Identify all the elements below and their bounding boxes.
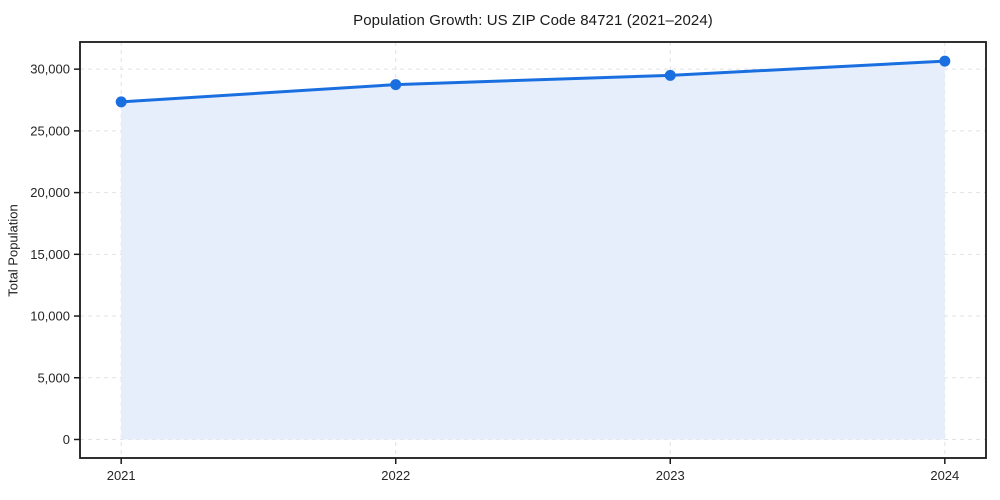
y-tick-label: 15,000 bbox=[30, 247, 70, 262]
x-tick-label: 2022 bbox=[381, 468, 410, 483]
series-line bbox=[119, 59, 947, 104]
y-tick-label: 5,000 bbox=[37, 370, 70, 385]
area-fill bbox=[121, 61, 945, 440]
chart-title: Population Growth: US ZIP Code 84721 (20… bbox=[353, 12, 713, 29]
data-point-marker bbox=[390, 79, 402, 91]
y-tick-label: 0 bbox=[63, 432, 70, 447]
plot-border bbox=[79, 41, 987, 459]
y-tick-label: 20,000 bbox=[30, 185, 70, 200]
x-tick-label: 2021 bbox=[107, 468, 136, 483]
y-tick-label: 10,000 bbox=[30, 309, 70, 324]
x-tick-label: 2024 bbox=[930, 468, 959, 483]
data-point-marker bbox=[115, 96, 127, 108]
data-point-marker bbox=[939, 55, 951, 67]
y-tick-label: 25,000 bbox=[30, 123, 70, 138]
y-tick-label: 30,000 bbox=[30, 62, 70, 77]
x-tick-label: 2023 bbox=[656, 468, 685, 483]
data-point-marker bbox=[664, 69, 676, 81]
